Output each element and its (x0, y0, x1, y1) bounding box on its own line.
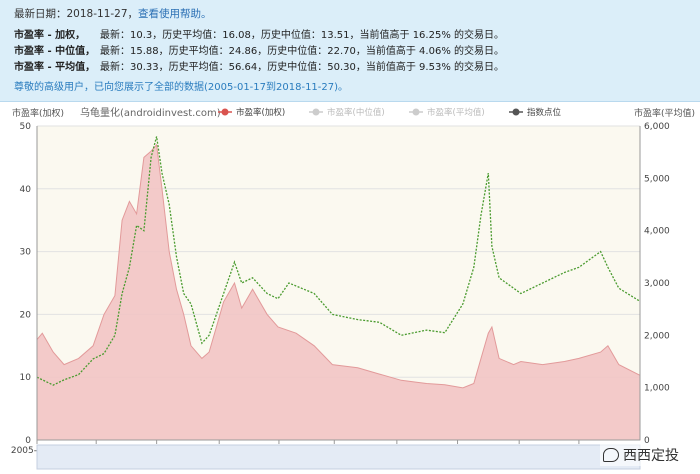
stat-text-average: 最新：30.33，历史平均值：56.64，历史中位值：50.30，当前值高于 9… (100, 62, 505, 73)
date-text: 最新日期：2018-11-27， (14, 8, 139, 20)
left-tick-label: 0 (25, 436, 31, 446)
series-layer (36, 136, 641, 441)
legend-label: 市盈率(加权) (236, 107, 285, 118)
legend: 市盈率(加权) 市盈率(中位值) 市盈率(平均值) 指数点位 (218, 107, 562, 118)
help-link[interactable]: 查看使用帮助。 (138, 8, 212, 20)
left-axis-title: 市盈率(加权) (12, 107, 64, 119)
stat-name-weighted: 市盈率 - 加权， (14, 30, 86, 41)
left-tick-label: 20 (20, 310, 32, 320)
right-tick-label: 1,000 (644, 384, 670, 394)
stat-row-weighted: 市盈率 - 加权， 最新：10.3，历史平均值：16.08，历史中位值：13.51… (14, 28, 700, 44)
right-tick-label: 2,000 (644, 331, 670, 341)
stat-name-average: 市盈率 - 平均值， (14, 62, 96, 73)
left-tick-label: 50 (20, 122, 32, 132)
right-tick-label: 3,000 (644, 279, 670, 289)
stat-row-median: 市盈率 - 中位值， 最新：15.88，历史平均值：24.86，历史中位值：22.… (14, 44, 700, 60)
right-tick-label: 4,000 (644, 227, 670, 237)
right-axis-title: 市盈率(平均值) (634, 107, 695, 119)
legend-label: 指数点位 (527, 107, 562, 118)
stat-name-median: 市盈率 - 中位值， (14, 46, 96, 57)
right-tick-label: 6,000 (644, 122, 670, 132)
date-line: 最新日期：2018-11-27，查看使用帮助。 (14, 6, 700, 22)
chat-bubble-icon (603, 448, 619, 462)
legend-marker (312, 108, 320, 116)
left-tick-label: 10 (20, 373, 32, 383)
legend-label: 市盈率(中位值) (327, 107, 385, 118)
right-tick-label: 5,000 (644, 174, 670, 184)
zoom-slider[interactable] (36, 444, 641, 470)
chart-source: 乌龟量化(androidinvest.com) (80, 106, 221, 119)
stat-text-median: 最新：15.88，历史平均值：24.86，历史中位值：22.70，当前值高于 4… (100, 46, 505, 57)
stat-row-average: 市盈率 - 平均值， 最新：30.33，历史平均值：56.64，历史中位值：50.… (14, 60, 700, 76)
legend-marker (512, 108, 520, 116)
index-line (36, 136, 641, 386)
vip-note: 尊敬的高级用户，已向您展示了全部的数据(2005-01-17到2018-11-2… (14, 82, 349, 93)
legend-label: 市盈率(平均值) (427, 107, 485, 118)
watermark: 西西定投 (600, 444, 682, 466)
legend-marker (221, 108, 229, 116)
info-panel: 最新日期：2018-11-27，查看使用帮助。 市盈率 - 加权， 最新：10.3… (0, 0, 700, 102)
left-tick-label: 30 (20, 248, 32, 258)
stat-text-weighted: 最新：10.3，历史平均值：16.08，历史中位值：13.51，当前值高于 16… (100, 30, 505, 41)
pe-weighted-area (36, 143, 641, 441)
legend-marker (412, 108, 420, 116)
right-tick-label: 0 (644, 436, 650, 446)
pe-chart: 0 10 20 30 40 50 0 1,000 2,000 3,000 4,000 5,000 6,0… (11, 106, 695, 470)
left-tick-label: 40 (20, 185, 32, 195)
watermark-text: 西西定投 (623, 448, 679, 464)
